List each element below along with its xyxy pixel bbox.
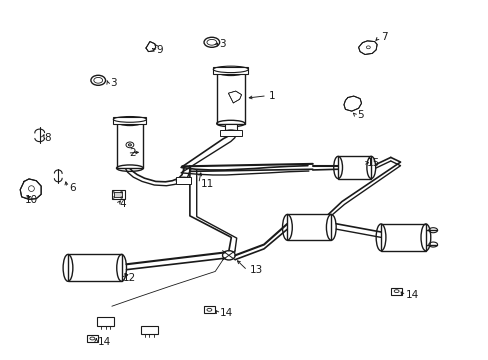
Text: 7: 7 (380, 32, 387, 42)
Bar (220, 130, 241, 136)
Text: 14: 14 (405, 291, 418, 301)
Bar (86, 335, 98, 342)
Bar (337, 156, 370, 179)
Text: 6: 6 (69, 183, 76, 193)
Bar (68, 255, 122, 281)
Bar (97, 318, 114, 326)
Polygon shape (343, 96, 361, 111)
Bar (112, 190, 124, 199)
Polygon shape (358, 41, 376, 54)
Text: 9: 9 (157, 45, 163, 55)
Bar (203, 306, 215, 314)
Polygon shape (146, 41, 156, 51)
Text: 13: 13 (249, 265, 262, 275)
Text: 8: 8 (44, 133, 51, 143)
Bar (224, 123, 236, 132)
Polygon shape (20, 179, 41, 199)
Bar (141, 325, 158, 334)
Bar (380, 224, 425, 251)
Bar (176, 177, 190, 184)
Text: 3: 3 (110, 78, 116, 88)
Bar (390, 288, 402, 295)
Polygon shape (228, 91, 241, 103)
Text: 3: 3 (218, 40, 225, 49)
Text: 5: 5 (357, 111, 364, 121)
Bar (287, 215, 330, 240)
Bar (213, 67, 248, 75)
Bar (216, 72, 244, 123)
Bar (113, 117, 146, 124)
Ellipse shape (128, 144, 131, 146)
Text: 4: 4 (120, 199, 126, 210)
Bar (114, 192, 122, 197)
Text: 1: 1 (268, 91, 275, 101)
Text: 15: 15 (366, 158, 379, 168)
Text: 14: 14 (98, 337, 111, 347)
Bar (116, 122, 143, 168)
Text: 14: 14 (220, 309, 233, 318)
Text: 10: 10 (25, 195, 38, 205)
Text: 12: 12 (122, 273, 136, 283)
Text: 2: 2 (129, 148, 136, 158)
Text: 11: 11 (200, 179, 213, 189)
